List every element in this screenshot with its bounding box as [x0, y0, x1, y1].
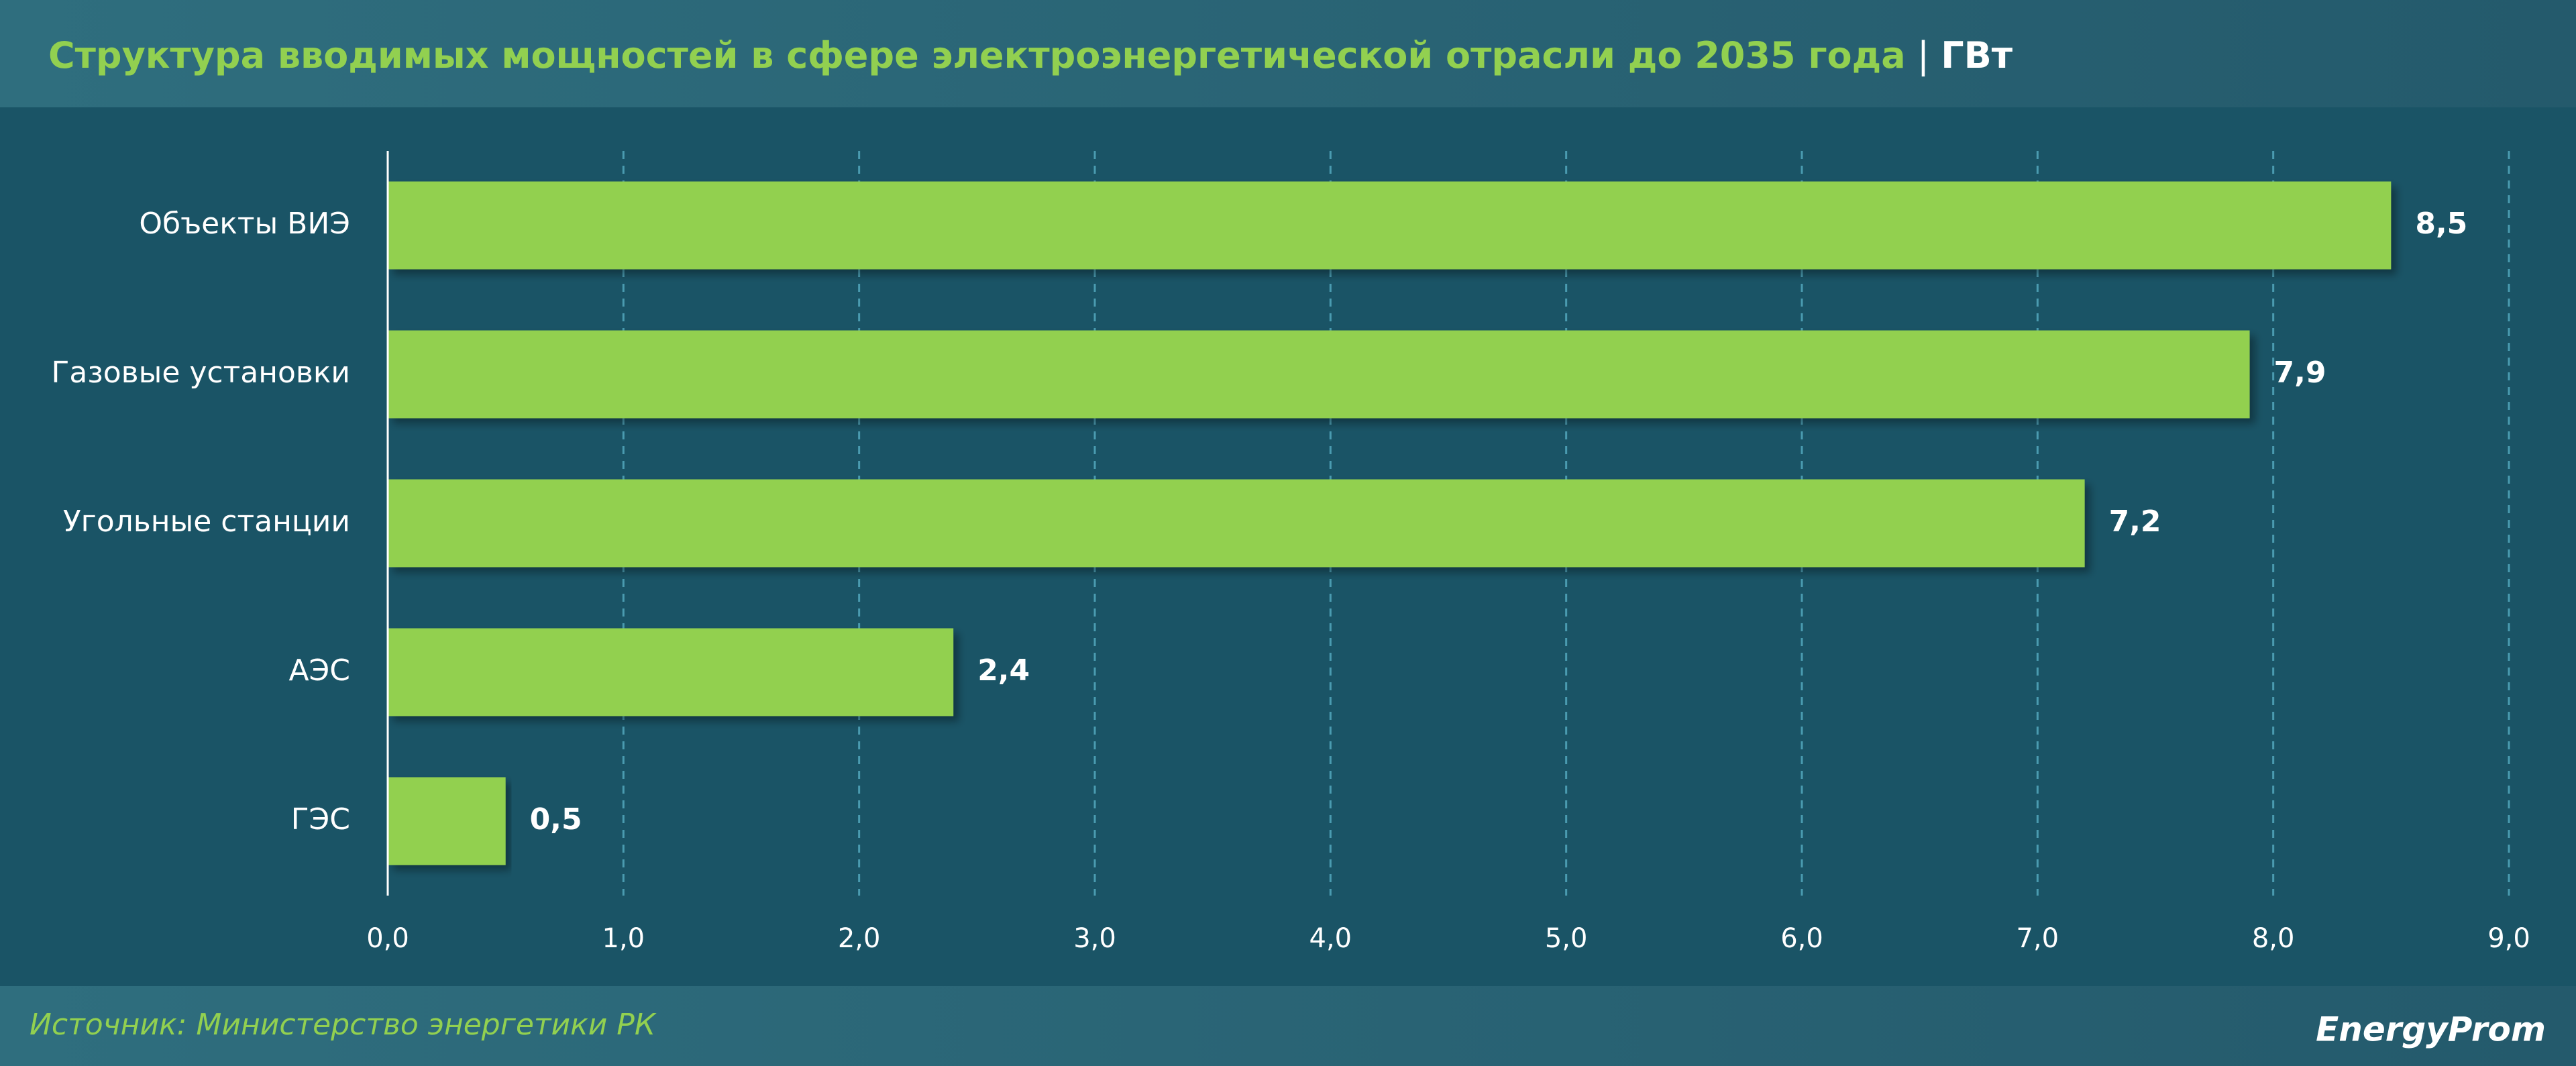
value-label: 8,5	[2415, 207, 2467, 241]
x-tick-label: 6,0	[1780, 923, 1823, 954]
plot-area: 0,0 1,0 2,0 3,0 4,0 5,0 6,0 7,0 8,0 9,0 Объекты ВИ…	[52, 151, 2530, 954]
x-tick-label: 0,0	[366, 923, 409, 954]
x-tick-label: 4,0	[1309, 923, 1352, 954]
y-tick-label: Угольные станции	[63, 504, 350, 539]
x-tick-label: 7,0	[2017, 923, 2059, 954]
y-tick-label: Газовые установки	[52, 356, 350, 390]
y-tick-label: ГЭС	[291, 802, 350, 837]
x-tick-label: 8,0	[2252, 923, 2295, 954]
separator: |	[1906, 34, 1941, 76]
header-bar	[0, 0, 2576, 107]
source: Источник: Министерство энергетики РК	[30, 1008, 657, 1042]
bar	[388, 628, 954, 716]
value-label: 0,5	[530, 802, 582, 837]
bar	[388, 777, 506, 865]
y-tick-label: Объекты ВИЭ	[139, 207, 350, 241]
chart-title: Структура вводимых мощностей в сфере эле…	[48, 34, 1906, 76]
x-tick-label: 2,0	[838, 923, 881, 954]
value-label: 7,9	[2274, 356, 2326, 390]
bar	[388, 181, 2392, 270]
x-tick-label: 3,0	[1073, 923, 1116, 954]
bar	[388, 479, 2085, 568]
value-label: 2,4	[977, 653, 1030, 688]
x-tick-label: 5,0	[1545, 923, 1588, 954]
unit: ГВт	[1941, 34, 2013, 76]
x-tick-label: 1,0	[602, 923, 645, 954]
y-tick-label: АЭС	[288, 653, 350, 688]
brand-logo: EnergyProm	[2316, 1010, 2546, 1049]
footer-bar	[0, 986, 2576, 1066]
value-label: 7,2	[2109, 504, 2161, 539]
title-line: Структура вводимых мощностей в сфере эле…	[48, 34, 2013, 76]
x-tick-label: 9,0	[2487, 923, 2530, 954]
bar	[388, 330, 2250, 419]
